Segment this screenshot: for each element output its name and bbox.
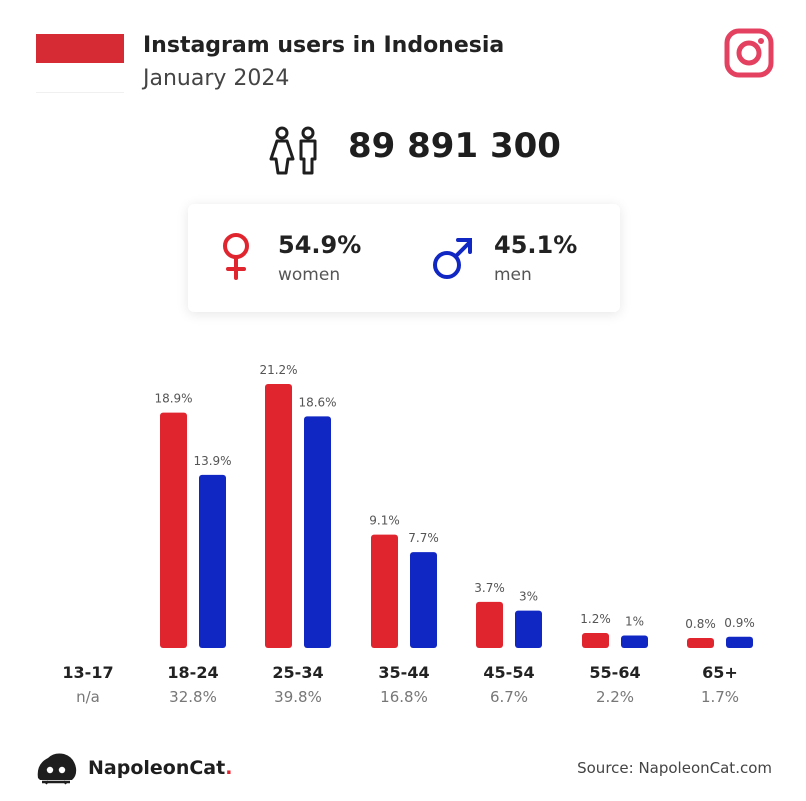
- data-label-women-35-44: 9.1%: [369, 514, 400, 528]
- instagram-icon: [724, 28, 774, 78]
- data-label-men-25-34: 18.6%: [298, 395, 336, 409]
- category-total-65+: 1.7%: [701, 688, 739, 706]
- category-label-35-44: 35-44: [378, 663, 429, 682]
- data-label-women-55-64: 1.2%: [580, 612, 611, 626]
- data-label-men-65+: 0.9%: [724, 616, 755, 630]
- category-label-13-17: 13-17: [62, 663, 113, 682]
- bar-men-45-54: [515, 610, 542, 648]
- category-total-45-54: 6.7%: [490, 688, 528, 706]
- men-label: men: [494, 265, 532, 285]
- bar-women-55-64: [582, 633, 609, 648]
- bar-men-18-24: [199, 474, 226, 648]
- total-users: 89 891 300: [348, 126, 561, 166]
- data-label-men-18-24: 13.9%: [193, 454, 231, 468]
- bar-women-65+: [687, 638, 714, 648]
- category-label-45-54: 45-54: [483, 663, 534, 682]
- brand-name: NapoleonCat.: [88, 757, 232, 779]
- male-symbol-icon: [433, 238, 472, 279]
- people-icon: [269, 126, 317, 175]
- category-label-18-24: 18-24: [167, 663, 218, 682]
- category-label-65+: 65+: [702, 663, 738, 682]
- bar-women-45-54: [476, 601, 503, 648]
- data-label-women-25-34: 21.2%: [259, 363, 297, 377]
- women-label: women: [278, 265, 341, 285]
- source-credit: Source: NapoleonCat.com: [577, 759, 772, 777]
- female-symbol-icon: [223, 233, 249, 280]
- data-label-women-65+: 0.8%: [685, 617, 716, 631]
- chart-subtitle: January 2024: [143, 66, 290, 91]
- category-label-55-64: 55-64: [589, 663, 640, 682]
- age-gender-bar-chart: 13-17 n/a 18.9% 13.9% 18-24 32.8% 21.2% 18.6% 25…: [62, 363, 755, 706]
- category-label-25-34: 25-34: [272, 663, 323, 682]
- category-total-35-44: 16.8%: [380, 688, 428, 706]
- bar-men-55-64: [621, 635, 648, 648]
- chart-title: Instagram users in Indonesia: [143, 33, 505, 58]
- data-label-men-45-54: 3%: [519, 590, 538, 604]
- napoleoncat-logo-icon: [37, 753, 77, 785]
- data-label-women-18-24: 18.9%: [154, 392, 192, 406]
- brand-dot: .: [225, 757, 233, 779]
- bar-men-65+: [726, 636, 753, 648]
- data-label-men-35-44: 7.7%: [408, 531, 439, 545]
- gender-card: 54.9% women 45.1% men: [188, 204, 620, 312]
- category-total-18-24: 32.8%: [169, 688, 217, 706]
- bar-men-35-44: [410, 552, 437, 648]
- men-percent: 45.1%: [494, 231, 578, 259]
- category-total-13-17: n/a: [76, 688, 100, 706]
- category-total-25-34: 39.8%: [274, 688, 322, 706]
- category-total-55-64: 2.2%: [596, 688, 634, 706]
- bar-women-25-34: [265, 384, 292, 648]
- bar-women-18-24: [160, 412, 187, 648]
- data-label-women-45-54: 3.7%: [474, 581, 505, 595]
- women-percent: 54.9%: [278, 231, 362, 259]
- data-label-men-55-64: 1%: [625, 615, 644, 629]
- brand-text: NapoleonCat: [88, 757, 226, 779]
- bar-men-25-34: [304, 416, 331, 648]
- indonesia-flag-icon: [36, 34, 124, 93]
- bar-women-35-44: [371, 534, 398, 648]
